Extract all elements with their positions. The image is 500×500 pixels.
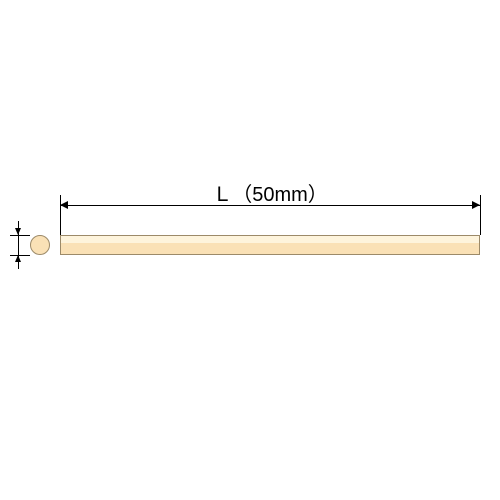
length-arrow-left — [60, 201, 68, 209]
rod-highlight — [60, 235, 480, 243]
length-arrow-right — [472, 201, 480, 209]
length-extension-right — [480, 195, 481, 235]
diameter-arrow-bottom — [15, 255, 21, 262]
diameter-arrow-top — [15, 228, 21, 235]
rod-cross-section — [30, 235, 50, 255]
technical-diagram: Ｌ（50mm） φＤ — [0, 0, 500, 500]
length-label: Ｌ（50mm） — [212, 178, 328, 207]
diameter-extension-top — [10, 235, 30, 236]
